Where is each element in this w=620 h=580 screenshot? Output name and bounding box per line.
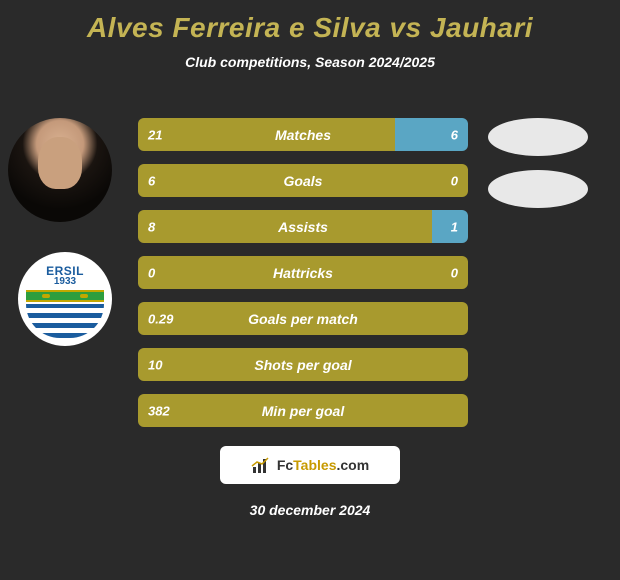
club-badge-year: 1933 [26, 276, 104, 287]
stat-right-value: 1 [451, 219, 458, 234]
stat-right-value: 0 [451, 173, 458, 188]
stat-label: Matches [275, 127, 331, 143]
stat-row: 10 Shots per goal [138, 348, 468, 381]
stat-left-value: 0.29 [148, 311, 173, 326]
stat-left-value: 8 [148, 219, 155, 234]
stat-left-value: 6 [148, 173, 155, 188]
right-ovals [488, 118, 588, 222]
stat-right-value: 0 [451, 265, 458, 280]
stat-right-value: 6 [451, 127, 458, 142]
stats-bars: 21Matches66Goals08Assists10Hattricks00.2… [138, 118, 468, 440]
subtitle: Club competitions, Season 2024/2025 [0, 54, 620, 70]
stat-label: Goals [284, 173, 323, 189]
stat-label: Min per goal [262, 403, 344, 419]
stat-row: 21 Matches 6 [138, 118, 468, 151]
blank-oval [488, 170, 588, 208]
site-logo[interactable]: FcTables.com [220, 446, 400, 484]
chart-icon [251, 457, 271, 473]
stat-row: 8 Assists 1 [138, 210, 468, 243]
stat-label: Goals per match [248, 311, 358, 327]
stat-left-value: 10 [148, 357, 162, 372]
stat-label: Assists [278, 219, 328, 235]
stat-left-value: 0 [148, 265, 155, 280]
avatar-column: ERSIL 1933 [8, 118, 118, 346]
stat-row: 0 Hattricks 0 [138, 256, 468, 289]
player-photo [8, 118, 112, 222]
club-badge: ERSIL 1933 [18, 252, 112, 346]
stat-left-value: 382 [148, 403, 170, 418]
page-title: Alves Ferreira e Silva vs Jauhari [0, 12, 620, 44]
stat-row: 0.29 Goals per match [138, 302, 468, 335]
stat-left-value: 21 [148, 127, 162, 142]
site-logo-text: FcTables.com [277, 457, 369, 473]
stat-label: Hattricks [273, 265, 333, 281]
date-text: 30 december 2024 [0, 502, 620, 518]
blank-oval [488, 118, 588, 156]
stat-row: 6 Goals 0 [138, 164, 468, 197]
stat-row: 382 Min per goal [138, 394, 468, 427]
stat-label: Shots per goal [254, 357, 351, 373]
